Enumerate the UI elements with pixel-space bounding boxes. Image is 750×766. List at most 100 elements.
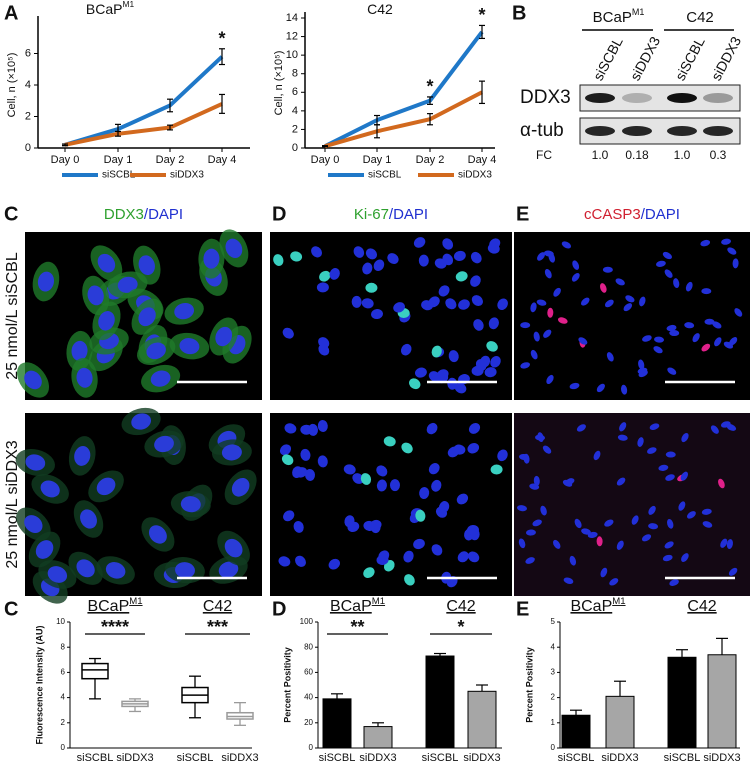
blot-band xyxy=(667,93,697,103)
nucleus xyxy=(279,444,292,456)
nucleus xyxy=(517,505,527,512)
y-axis-label: Percent Positivity xyxy=(282,647,292,723)
y-tick-label: 6 xyxy=(292,86,298,98)
fc-label: FC xyxy=(536,148,552,162)
significance: * xyxy=(218,29,225,49)
nucleus xyxy=(564,478,575,485)
text-part: C42 xyxy=(367,1,393,17)
nucleus xyxy=(319,270,331,282)
nucleus xyxy=(678,501,686,511)
nucleus xyxy=(467,442,480,454)
nucleus xyxy=(442,238,454,250)
nucleus xyxy=(704,318,715,325)
bar xyxy=(605,695,635,749)
nucleus xyxy=(536,299,547,306)
nucleus xyxy=(490,355,501,368)
nucleus xyxy=(447,446,460,458)
nucleus xyxy=(714,337,722,347)
nucleus xyxy=(317,455,328,468)
x-tick-label: Day 1 xyxy=(104,154,133,166)
group-label: BCaPM1 xyxy=(330,596,385,615)
nucleus xyxy=(71,340,88,361)
nucleus xyxy=(97,253,116,273)
nucleus xyxy=(473,319,484,331)
nucleus xyxy=(458,299,470,310)
nucleus xyxy=(365,248,378,260)
fc-value: 1.0 xyxy=(592,148,609,162)
nucleus xyxy=(686,511,696,519)
nucleus xyxy=(426,422,438,435)
text-part: BCaP xyxy=(330,598,372,615)
nucleus xyxy=(523,453,530,464)
blot-band xyxy=(622,126,652,136)
nucleus xyxy=(665,451,676,458)
box xyxy=(81,662,109,680)
nucleus xyxy=(615,278,625,286)
nucleus xyxy=(653,346,663,354)
nucleus xyxy=(563,577,574,584)
nucleus xyxy=(434,258,447,269)
nucleus xyxy=(666,324,677,332)
y-tick-label: 0 xyxy=(25,142,31,154)
nucleus xyxy=(292,466,303,478)
x-tick-label: siSCBL xyxy=(319,752,356,764)
nucleus xyxy=(74,445,91,466)
nucleus xyxy=(105,562,126,579)
panel-label: A xyxy=(4,2,18,24)
x-tick-label: Day 2 xyxy=(156,154,185,166)
text-part: C42 xyxy=(446,598,475,615)
y-tick-label: 60 xyxy=(304,668,313,677)
nucleus xyxy=(553,539,561,549)
nucleus xyxy=(329,268,340,280)
nucleus xyxy=(602,266,613,273)
nucleus xyxy=(497,298,508,310)
nucleus xyxy=(701,343,711,352)
nucleus xyxy=(343,464,356,475)
nucleus xyxy=(203,248,220,269)
nucleus xyxy=(681,432,689,443)
group-label: C42 xyxy=(687,598,716,615)
nucleus xyxy=(304,468,315,481)
nucleus xyxy=(490,464,503,475)
nucleus xyxy=(431,544,443,556)
significance: ** xyxy=(350,617,364,637)
y-tick-label: 0 xyxy=(292,142,298,154)
nucleus xyxy=(293,520,304,533)
nucleus xyxy=(669,579,679,586)
nucleus xyxy=(548,252,556,263)
y-tick-label: 8 xyxy=(292,68,298,80)
nucleus xyxy=(281,454,294,466)
nucleus xyxy=(475,359,487,371)
nucleus xyxy=(300,448,311,461)
nucleus xyxy=(702,521,713,528)
y-tick-label: 0 xyxy=(551,743,556,752)
nucleus xyxy=(648,505,656,515)
x-tick-label: siSCBL xyxy=(558,752,595,764)
nucleus xyxy=(283,510,295,522)
nucleus xyxy=(530,302,537,313)
nucleus xyxy=(290,251,303,262)
nucleus xyxy=(642,335,652,342)
nucleus xyxy=(561,241,572,249)
nucleus xyxy=(572,260,580,270)
nucleus xyxy=(445,298,457,310)
nucleus xyxy=(40,480,60,498)
panel-label: D xyxy=(272,598,286,620)
superscript: M1 xyxy=(612,596,625,607)
nucleus xyxy=(413,538,425,550)
nucleus xyxy=(414,367,427,378)
nucleus xyxy=(415,509,426,522)
nucleus xyxy=(662,554,673,562)
nucleus xyxy=(569,382,580,390)
nucleus xyxy=(148,525,167,544)
x-tick-label: Day 0 xyxy=(51,154,80,166)
nucleus xyxy=(438,501,450,513)
text-part: C42 xyxy=(203,598,232,615)
nucleus xyxy=(448,350,459,363)
y-tick-label: 6 xyxy=(61,668,66,677)
nucleus xyxy=(569,555,577,566)
text-part: BCaP xyxy=(87,598,129,615)
nucleus xyxy=(117,276,138,293)
nucleus xyxy=(587,531,598,539)
nucleus xyxy=(543,329,552,338)
